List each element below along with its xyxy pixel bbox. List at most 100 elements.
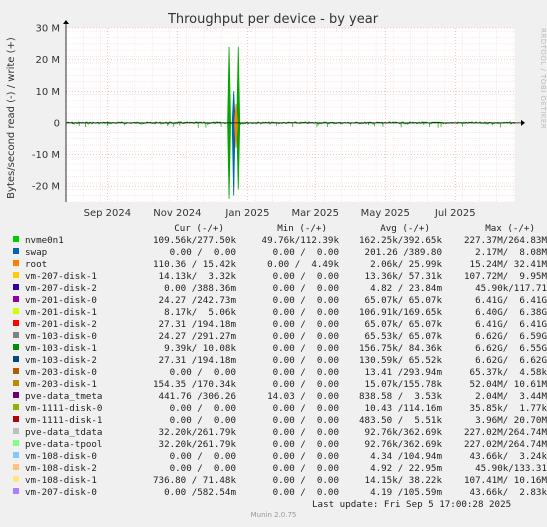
legend-avg: 106.91k/169.65k <box>359 307 442 318</box>
legend-row: nvme0n1 109.56k/277.50k 49.76k/112.39k 162.… <box>13 235 547 247</box>
legend-max: 3.96M/ 20.70M <box>475 415 547 426</box>
legend-max: 6.41G/ 6.41G <box>475 319 547 330</box>
legend-avg: 156.75k/ 84.36k <box>359 343 442 354</box>
legend-swatch <box>13 476 19 482</box>
legend-row: root 110.36 / 15.42k 0.00 / 4.49k 2.06k/ 25… <box>13 259 547 271</box>
header-cur: Cur (-/+) <box>174 223 224 234</box>
legend-row: vm-108-disk-1 736.80 / 71.48k 0.00 / 0.00 1… <box>13 475 547 487</box>
last-update: Last update: Fri Sep 5 17:00:28 2025 <box>312 499 512 510</box>
legend-row: pve-data-tpool 32.20k/261.79k 0.00 / 0.00 9… <box>13 439 547 451</box>
legend-cur: 32.20k/261.79k <box>158 427 236 438</box>
legend-swatch <box>13 332 19 338</box>
legend-avg: 838.58 / 3.53k <box>359 391 442 402</box>
legend-name: vm-203-disk-1 <box>25 379 97 390</box>
legend-avg: 4.92 / 22.95m <box>370 463 442 474</box>
legend-max: 6.41G/ 6.41G <box>475 295 547 306</box>
legend-max: 35.85k/ 1.77k <box>469 403 547 414</box>
legend-avg: 92.76k/362.69k <box>364 439 442 450</box>
legend-row: pve-data_tdata 32.20k/261.79k 0.00 / 0.00 9… <box>13 427 547 439</box>
legend-max: 6.62G/ 6.55G <box>475 343 547 354</box>
legend-row: vm-103-disk-2 27.31 /194.18m 0.00 / 0.00 13… <box>13 355 547 367</box>
chart-title: Throughput per device - by year <box>167 12 379 27</box>
munin-version: Munin 2.0.75 <box>250 511 297 519</box>
legend-avg: 10.43 /114.16m <box>364 403 442 414</box>
legend-name: pve-data-tpool <box>25 439 103 450</box>
legend-cur: 0.00 /582.54m <box>164 487 236 498</box>
legend-cur: 0.00 / 0.00 <box>169 463 236 474</box>
x-tick-label: Jul 2025 <box>434 208 476 219</box>
legend-row: pve-data_tmeta 441.76 /306.26 14.03 / 0.00… <box>13 391 547 403</box>
legend-swatch <box>13 416 19 422</box>
legend-max: 6.40G/ 6.38G <box>475 307 547 318</box>
legend-cur: 8.17k/ 5.06k <box>164 307 236 318</box>
legend-avg: 483.50 / 5.51k <box>359 415 442 426</box>
legend-name: vm-108-disk-1 <box>25 475 97 486</box>
legend-min: 14.03 / 0.00 <box>267 391 339 402</box>
legend-max: 15.24M/ 32.41M <box>469 259 547 270</box>
legend-max: 45.90k/117.71 <box>475 283 547 294</box>
legend-cur: 0.00 / 0.00 <box>169 415 236 426</box>
x-tick-label: Sep 2024 <box>84 208 131 219</box>
legend-row: vm-203-disk-0 0.00 / 0.00 0.00 / 0.00 13.41… <box>13 367 547 379</box>
legend-cur: 27.31 /194.18m <box>158 319 236 330</box>
legend-row: vm-108-disk-2 0.00 / 0.00 0.00 / 0.00 4.92 … <box>13 463 547 475</box>
legend-cur: 0.00 / 0.00 <box>169 403 236 414</box>
legend-name: vm-207-disk-1 <box>25 271 97 282</box>
legend-row: vm-103-disk-0 24.27 /291.27m 0.00 / 0.00 65… <box>13 331 547 343</box>
y-axis-label: Bytes/second read (-) / write (+) <box>6 37 17 199</box>
legend-row: vm-207-disk-2 0.00 /388.36m 0.00 / 0.00 4.8… <box>13 283 547 295</box>
legend-name: vm-103-disk-2 <box>25 355 97 366</box>
y-tick-label: 20 M <box>35 55 60 66</box>
legend-max: 65.37k/ 4.58k <box>469 367 547 378</box>
legend-swatch <box>13 260 19 266</box>
rrdtool-credit: RRDTOOL / TOBI OETIKER <box>539 28 547 130</box>
legend-row: vm-201-disk-1 8.17k/ 5.06k 0.00 / 0.00 106.… <box>13 307 547 319</box>
legend-max: 6.62G/ 6.62G <box>475 355 547 366</box>
legend-name: swap <box>25 247 48 258</box>
legend-swatch <box>13 308 19 314</box>
legend-row: vm-207-disk-1 14.13k/ 3.32k 0.00 / 0.00 13.… <box>13 271 547 283</box>
legend-cur: 9.39k/ 10.08k <box>164 343 236 354</box>
legend-name: vm-207-disk-2 <box>25 283 97 294</box>
legend-row: vm-207-disk-0 0.00 /582.54m 0.00 / 0.00 4.1… <box>13 487 547 499</box>
grid <box>65 27 515 203</box>
legend-cur: 0.00 / 0.00 <box>169 367 236 378</box>
legend-swatch <box>13 368 19 374</box>
x-tick-label: Mar 2025 <box>291 208 339 219</box>
legend-swatch <box>13 464 19 470</box>
legend-min: 0.00 / 0.00 <box>272 367 339 378</box>
legend-header: Cur (-/+) Min (-/+) Avg (-/+) Max (-/+) <box>13 223 535 234</box>
legend-row: vm-103-disk-1 9.39k/ 10.08k 0.00 / 0.00 156… <box>13 343 547 355</box>
x-tick-label: Nov 2024 <box>153 208 201 219</box>
legend-swatch <box>13 452 19 458</box>
header-max: Max (-/+) <box>485 223 535 234</box>
legend-name: vm-201-disk-2 <box>25 319 97 330</box>
legend-swatch <box>13 488 19 494</box>
y-tick-label: 10 M <box>35 87 60 98</box>
legend-min: 0.00 / 0.00 <box>272 487 339 498</box>
legend-swatch <box>13 272 19 278</box>
legend-max: 2.04M/ 3.44M <box>475 391 547 402</box>
legend-swatch <box>13 320 19 326</box>
legend-name: vm-201-disk-1 <box>25 307 97 318</box>
legend-swatch <box>13 440 19 446</box>
legend-name: vm-207-disk-0 <box>25 487 97 498</box>
legend-name: vm-203-disk-0 <box>25 367 97 378</box>
legend-min: 0.00 / 0.00 <box>272 355 339 366</box>
legend-min: 0.00 / 0.00 <box>272 331 339 342</box>
y-tick-label: -10 M <box>32 150 60 161</box>
legend-swatch <box>13 284 19 290</box>
legend-avg: 13.41 /293.94m <box>364 367 442 378</box>
legend-cur: 0.00 /388.36m <box>164 283 236 294</box>
legend-min: 0.00 / 0.00 <box>272 451 339 462</box>
legend-avg: 65.07k/ 65.07k <box>364 319 442 330</box>
axes: 30 M 20 M 10 M 0 -10 M -20 M Sep 2024 Nov 2024 J… <box>32 20 525 219</box>
legend-name: pve-data_tdata <box>25 427 103 438</box>
legend-min: 0.00 / 0.00 <box>272 379 339 390</box>
legend-swatch <box>13 236 19 242</box>
y-tick-label: -20 M <box>32 182 60 193</box>
legend-swatch <box>13 428 19 434</box>
legend-min: 0.00 / 0.00 <box>272 463 339 474</box>
legend-cur: 736.80 / 71.48k <box>153 475 236 486</box>
legend-max: 43.66k/ 2.83k <box>469 487 547 498</box>
